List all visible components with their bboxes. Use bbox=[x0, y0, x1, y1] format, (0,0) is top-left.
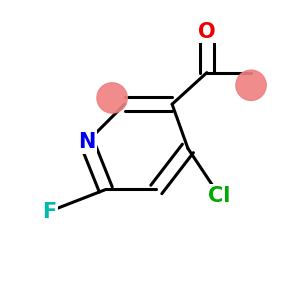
Text: O: O bbox=[198, 22, 216, 42]
Circle shape bbox=[236, 70, 266, 100]
Text: Cl: Cl bbox=[208, 186, 231, 206]
Text: N: N bbox=[78, 132, 95, 152]
Text: F: F bbox=[42, 202, 56, 222]
Circle shape bbox=[97, 83, 127, 113]
